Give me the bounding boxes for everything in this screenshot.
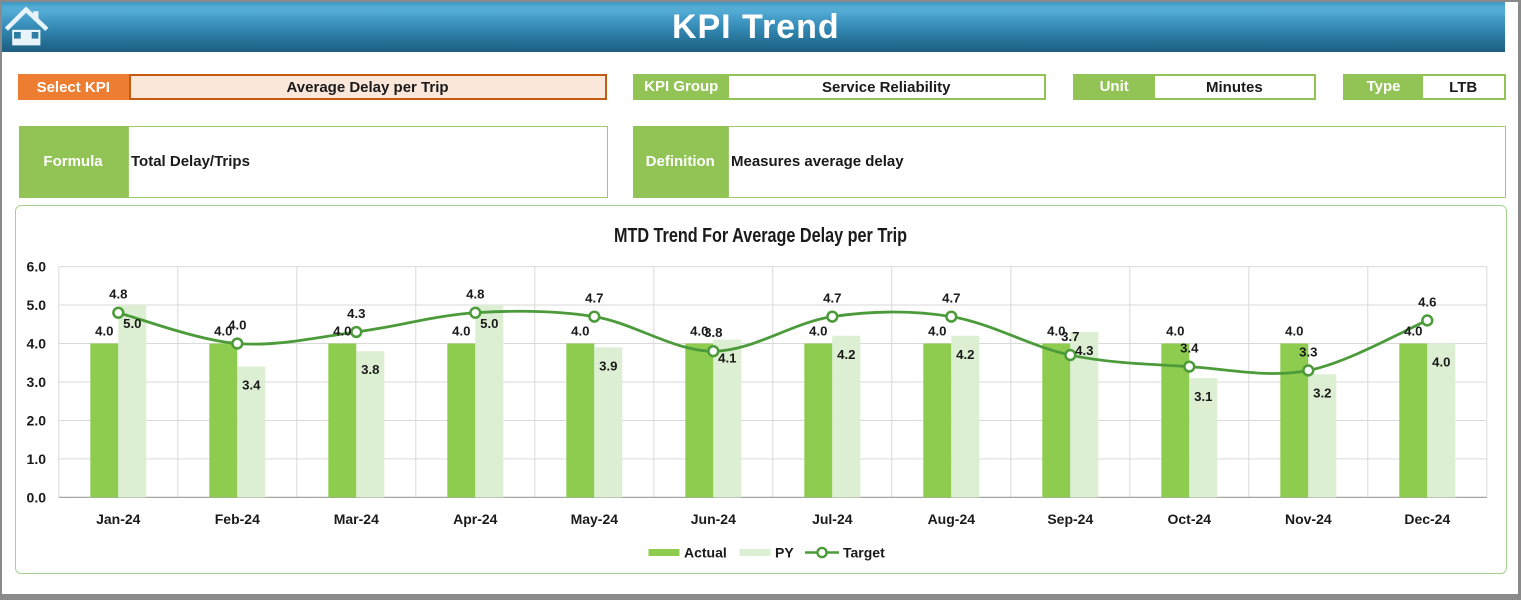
svg-text:4.2: 4.2 [956,347,974,362]
svg-text:4.7: 4.7 [585,291,603,306]
svg-text:4.8: 4.8 [466,287,484,302]
svg-text:Jan-24: Jan-24 [96,511,141,527]
svg-text:2.0: 2.0 [27,413,47,429]
svg-text:Target: Target [843,545,885,561]
svg-text:5.0: 5.0 [123,316,141,331]
svg-text:4.3: 4.3 [1075,343,1093,358]
svg-text:3.8: 3.8 [704,325,722,340]
svg-text:Dec-24: Dec-24 [1404,511,1450,527]
svg-text:6.0: 6.0 [27,259,47,275]
svg-text:May-24: May-24 [571,511,619,527]
svg-text:4.8: 4.8 [109,287,127,302]
svg-text:3.9: 3.9 [599,358,617,373]
svg-text:4.0: 4.0 [214,324,232,339]
svg-text:Feb-24: Feb-24 [215,511,260,527]
svg-text:3.4: 3.4 [1180,341,1199,356]
svg-text:4.0: 4.0 [1404,324,1422,339]
svg-text:3.1: 3.1 [1194,389,1212,404]
svg-text:Jun-24: Jun-24 [691,511,736,527]
svg-text:4.1: 4.1 [718,351,736,366]
svg-text:Sep-24: Sep-24 [1047,511,1093,527]
svg-text:Mar-24: Mar-24 [334,511,379,527]
svg-text:4.0: 4.0 [333,324,351,339]
svg-text:1.0: 1.0 [27,451,47,467]
svg-text:4.0: 4.0 [95,324,113,339]
svg-text:3.0: 3.0 [27,374,47,390]
svg-text:4.0: 4.0 [571,324,589,339]
svg-text:Actual: Actual [684,545,727,561]
svg-text:3.8: 3.8 [361,362,379,377]
svg-text:5.0: 5.0 [480,316,498,331]
svg-text:4.7: 4.7 [823,291,841,306]
svg-text:3.2: 3.2 [1313,385,1331,400]
svg-text:4.0: 4.0 [809,324,827,339]
svg-text:4.0: 4.0 [228,318,246,333]
svg-text:0.0: 0.0 [27,489,47,505]
svg-text:Nov-24: Nov-24 [1285,511,1332,527]
svg-text:Jul-24: Jul-24 [812,511,853,527]
svg-text:4.0: 4.0 [452,324,470,339]
svg-text:4.2: 4.2 [837,347,855,362]
svg-text:3.7: 3.7 [1061,329,1079,344]
svg-text:4.3: 4.3 [347,306,365,321]
svg-text:4.0: 4.0 [928,324,946,339]
svg-text:3.3: 3.3 [1299,344,1317,359]
svg-text:4.7: 4.7 [942,291,960,306]
svg-text:Apr-24: Apr-24 [453,511,498,527]
svg-text:PY: PY [775,545,794,561]
svg-text:4.0: 4.0 [1285,324,1303,339]
svg-text:4.0: 4.0 [1166,324,1184,339]
svg-text:3.4: 3.4 [242,378,261,393]
svg-text:4.0: 4.0 [690,324,708,339]
svg-text:4.6: 4.6 [1418,294,1436,309]
svg-text:Aug-24: Aug-24 [928,511,976,527]
svg-text:4.0: 4.0 [27,336,47,352]
svg-text:4.0: 4.0 [1047,324,1065,339]
svg-text:Oct-24: Oct-24 [1168,511,1212,527]
svg-text:5.0: 5.0 [27,297,47,313]
svg-text:4.0: 4.0 [1432,355,1450,370]
